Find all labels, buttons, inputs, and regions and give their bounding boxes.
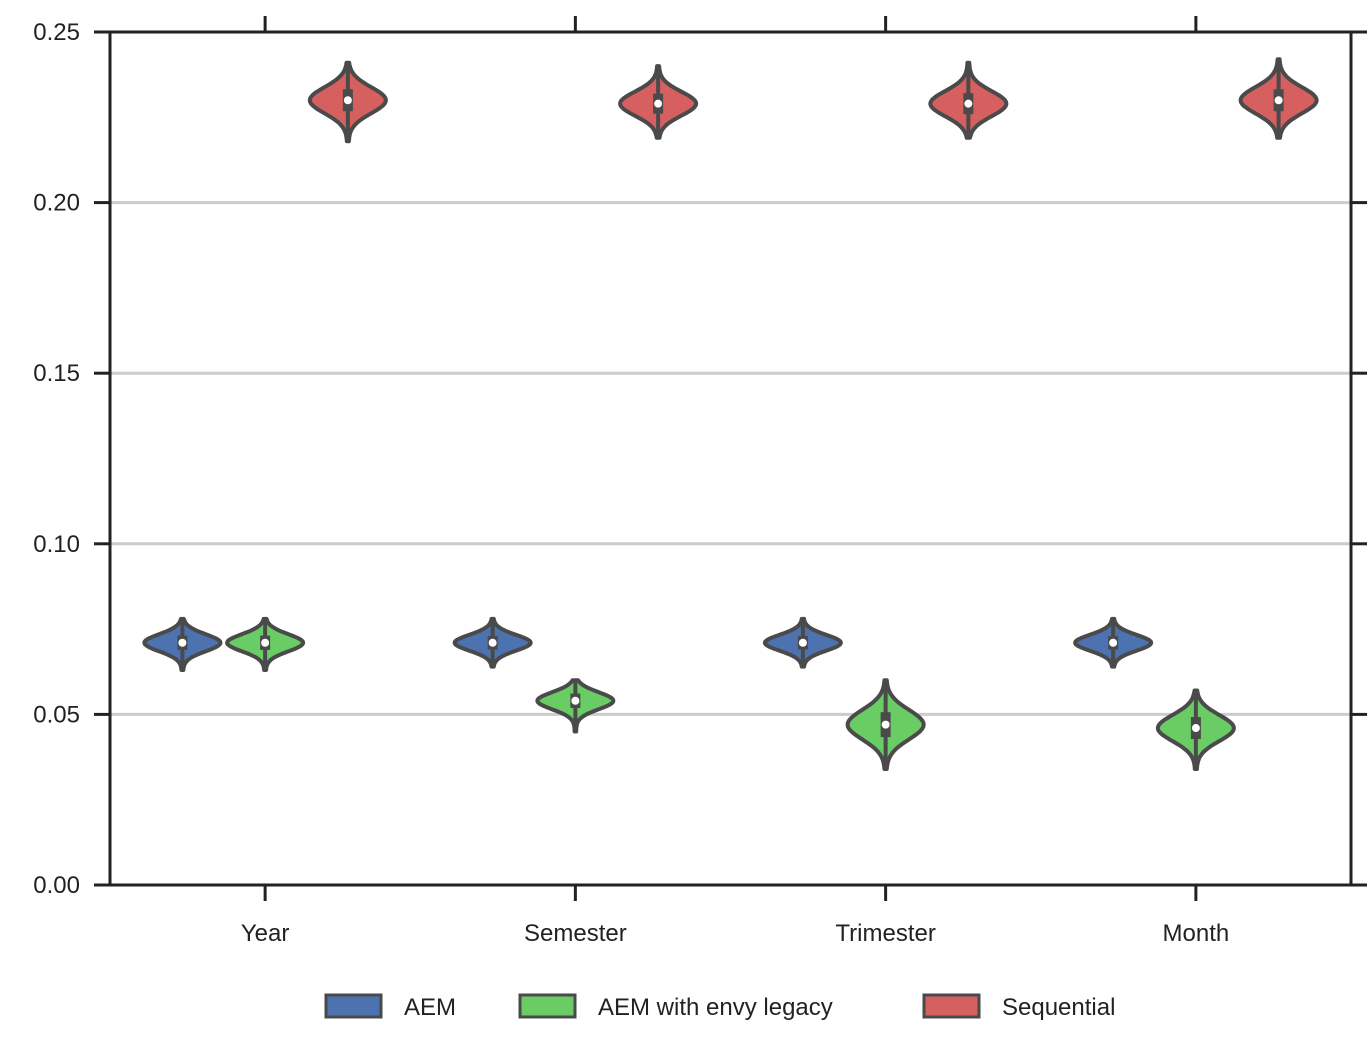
violin-median (261, 638, 270, 647)
violin-median (881, 720, 890, 729)
grid-lines (110, 201, 1351, 716)
violin-median (488, 638, 497, 647)
plot-frame (108, 30, 1353, 887)
violin-median (964, 99, 973, 108)
legend-label: Sequential (1002, 994, 1115, 1021)
legend-label: AEM (404, 994, 456, 1021)
y-tick-label: 0.15 (33, 360, 80, 387)
violin-median (1109, 638, 1118, 647)
axes: 0.00 0.05 0.10 0.15 0.20 0.25 Year Semester Trim… (33, 16, 1367, 947)
legend-swatch (324, 993, 383, 1019)
x-tick-label: Semester (524, 920, 627, 947)
y-tick-label: 0.00 (33, 872, 80, 899)
x-tick-label: Trimester (835, 920, 935, 947)
legend: AEM AEM with envy legacy Sequential (324, 993, 1115, 1021)
violin-series (142, 57, 1319, 771)
violin-median (343, 96, 352, 105)
violin-median (1274, 96, 1283, 105)
y-tick-label: 0.20 (33, 190, 80, 217)
violin-median (178, 638, 187, 647)
legend-swatch (922, 993, 981, 1019)
x-tick-label: Year (241, 920, 290, 947)
violin-median (1191, 724, 1200, 733)
legend-label: AEM with envy legacy (598, 994, 833, 1021)
violin-median (798, 638, 807, 647)
y-tick-label: 0.25 (33, 19, 80, 46)
y-tick-label: 0.05 (33, 701, 80, 728)
y-tick-label: 0.10 (33, 531, 80, 558)
violin-median (571, 696, 580, 705)
violin-median (654, 99, 663, 108)
legend-swatch (518, 993, 577, 1019)
x-tick-label: Month (1163, 920, 1230, 947)
